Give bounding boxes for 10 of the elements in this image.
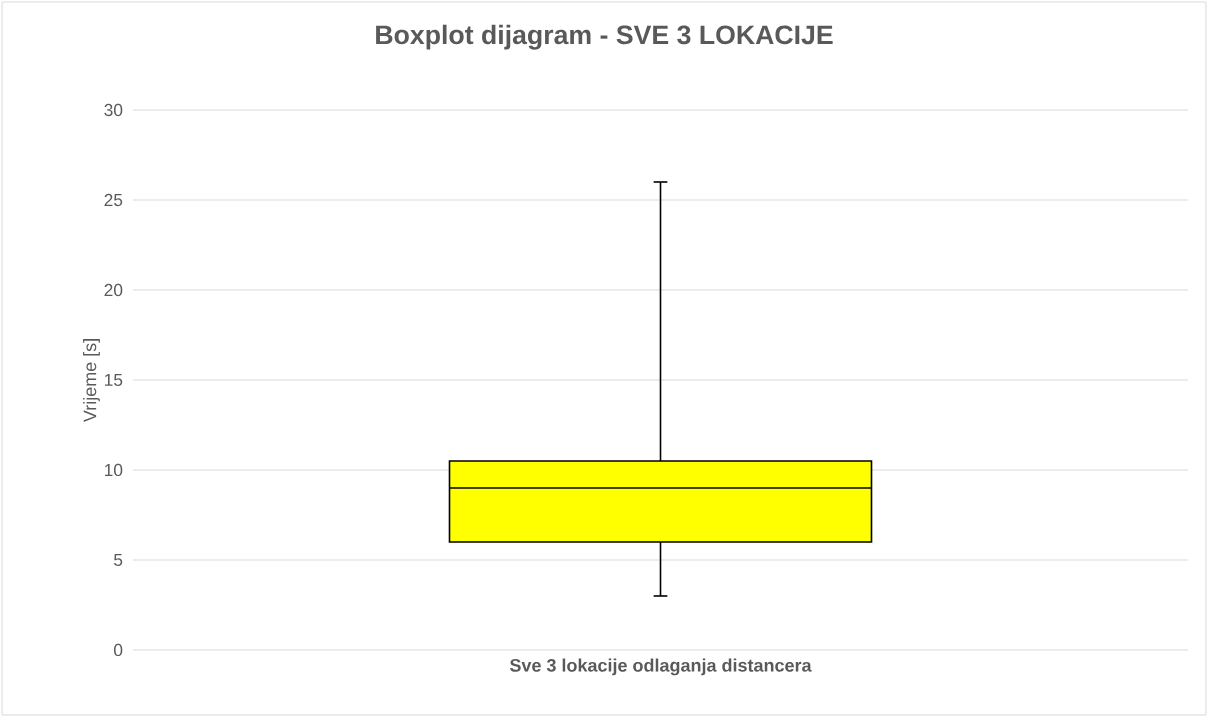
chart-title: Boxplot dijagram - SVE 3 LOKACIJE: [376, 24, 833, 50]
y-tick-label: 0: [113, 643, 123, 657]
y-axis-title: Vrijeme [s]: [83, 339, 100, 423]
y-tick-label: 15: [105, 373, 123, 387]
y-tick-label: 30: [104, 103, 123, 117]
y-tick-label: 25: [104, 193, 123, 207]
y-tick-label: 10: [105, 463, 123, 477]
y-tick-label: 20: [104, 283, 123, 297]
x-axis-title: Sve 3 lokacije odlaganja distancera: [509, 658, 812, 676]
y-tick-label: 5: [114, 553, 123, 567]
